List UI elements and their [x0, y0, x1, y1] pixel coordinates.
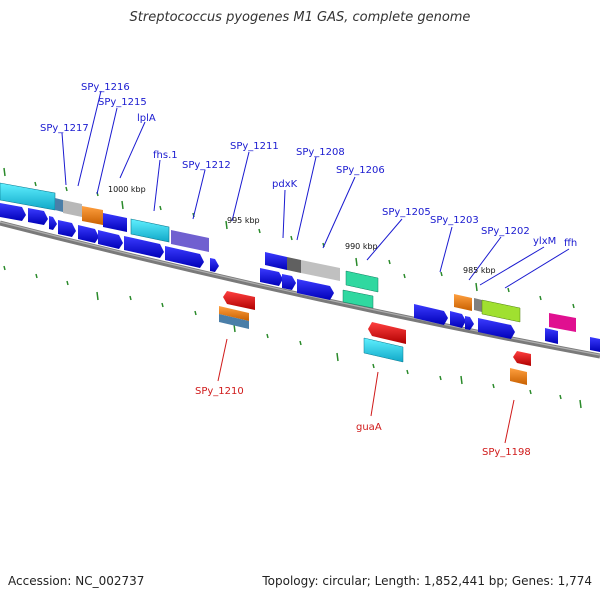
forward-right-genes — [414, 294, 600, 352]
gene-blue-1 — [0, 203, 26, 221]
gene-blue-r6 — [590, 337, 600, 352]
gene-orange — [82, 206, 103, 225]
gene-teal-2 — [342, 289, 374, 309]
gene-gray-r — [474, 298, 482, 312]
gene-blue-m1 — [265, 252, 287, 270]
gene-blue-7 — [124, 236, 164, 258]
gene-label-fhs1: fhs.1 — [153, 150, 178, 161]
forward-outer-genes — [0, 182, 209, 252]
gene-label-spy1198: SPy_1198 — [482, 447, 531, 458]
gene-orange-1198 — [510, 368, 527, 385]
gene-blue-5 — [78, 225, 99, 243]
gene-gray — [63, 200, 82, 217]
gene-blue-8 — [165, 246, 204, 268]
gene-label-spy1212: SPy_1212 — [182, 160, 231, 171]
label-leader-lines-bottom — [217, 338, 515, 444]
gene-cyan-b — [130, 218, 170, 243]
map-title: Streptococcus pyogenes M1 GAS, complete … — [129, 10, 471, 25]
gene-blue-6 — [98, 230, 123, 249]
gene-blue-r3 — [465, 316, 474, 330]
genome-backbone — [0, 220, 600, 359]
gene-cyan-guaA — [363, 337, 404, 363]
genome-info-text: Topology: circular; Length: 1,852,441 bp… — [262, 574, 592, 588]
gene-red-1210 — [223, 291, 255, 310]
gene-lime — [481, 299, 521, 323]
gene-darkgray — [287, 257, 301, 273]
forward-inner-genes — [0, 203, 219, 272]
gene-blue-3 — [49, 216, 57, 230]
gene-purple — [171, 230, 209, 252]
gene-label-spy1206: SPy_1206 — [336, 165, 385, 176]
gene-red-guaA — [368, 322, 406, 344]
gene-label-ylxM: ylxM — [533, 236, 556, 247]
inner-tick-row-lower — [3, 265, 582, 409]
gene-blue-a — [103, 213, 127, 232]
gene-orange-1210 — [219, 306, 249, 321]
reverse-genes — [219, 291, 531, 385]
gene-label-ffh: ffh — [564, 238, 577, 249]
accession-text: Accession: NC_002737 — [8, 574, 145, 588]
gene-blue-m4 — [297, 279, 334, 300]
gene-slate-1210 — [219, 314, 249, 329]
scale-label-990kbp: 990 kbp — [345, 242, 378, 251]
gene-label-spy1211: SPy_1211 — [230, 141, 279, 152]
gene-magenta — [549, 313, 576, 332]
gene-blue-r1 — [414, 304, 448, 325]
gene-blue-9 — [210, 258, 219, 272]
label-leader-lines-top — [61, 90, 570, 289]
gene-blue-4 — [58, 220, 76, 237]
scale-label-985kbp: 985 kbp — [463, 266, 496, 275]
gene-slate — [55, 198, 63, 212]
gene-lightgray — [301, 260, 340, 281]
gene-blue-2 — [28, 208, 48, 225]
scale-label-995kbp: 995 kbp — [227, 216, 260, 225]
forward-middle-genes — [260, 252, 379, 309]
gene-label-spy1202: SPy_1202 — [481, 226, 530, 237]
gene-red-1198 — [513, 351, 531, 366]
gene-orange-r — [454, 294, 472, 311]
scale-label-1000kbp: 1000 kbp — [108, 185, 146, 194]
gene-blue-r5 — [545, 328, 558, 344]
gene-label-spy1210: SPy_1210 — [195, 386, 244, 397]
gene-label-spy1215: SPy_1215 — [98, 97, 147, 108]
gene-blue-r4 — [478, 318, 515, 339]
gene-label-spy1216: SPy_1216 — [81, 82, 130, 93]
gene-label-lplA: lplA — [137, 113, 156, 124]
gene-blue-r2 — [450, 311, 466, 328]
gene-label-spy1205: SPy_1205 — [382, 207, 431, 218]
gene-label-spy1203: SPy_1203 — [430, 215, 479, 226]
gene-blue-m2 — [260, 268, 283, 286]
gene-label-guaA: guaA — [356, 422, 382, 433]
gene-label-spy1208: SPy_1208 — [296, 147, 345, 158]
gene-label-pdxK: pdxK — [272, 179, 298, 190]
gene-label-spy1217: SPy_1217 — [40, 123, 89, 134]
gene-teal — [345, 270, 379, 293]
gene-blue-m3 — [282, 274, 296, 290]
